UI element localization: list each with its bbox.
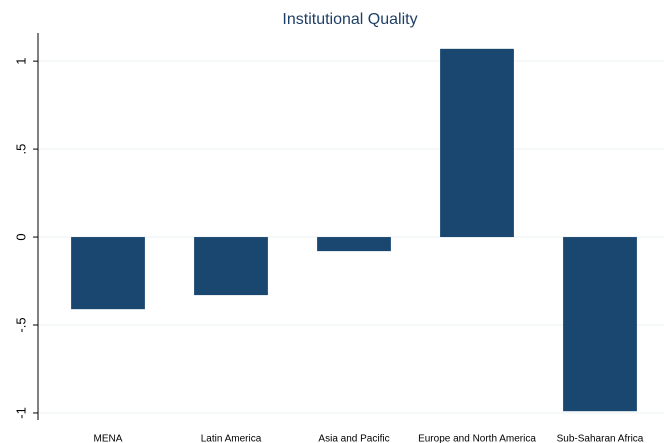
x-tick-label: Asia and Pacific (318, 434, 389, 443)
bar (563, 237, 637, 412)
y-tick-label: .5 (13, 144, 28, 155)
bar (440, 48, 514, 238)
y-tick-label: -1 (13, 407, 28, 419)
bar (317, 237, 391, 252)
x-tick-label: Latin America (201, 434, 262, 443)
y-tick-label: -.5 (13, 317, 28, 332)
x-tick-label: Europe and North America (418, 434, 536, 443)
y-tick-label: 0 (13, 233, 28, 240)
x-tick-label: MENA (94, 434, 123, 443)
chart-title: Institutional Quality (282, 11, 417, 28)
y-tick-label: 1 (13, 58, 28, 65)
bar (71, 237, 145, 310)
x-tick-label: Sub-Saharan Africa (557, 434, 644, 443)
bar (194, 237, 268, 296)
